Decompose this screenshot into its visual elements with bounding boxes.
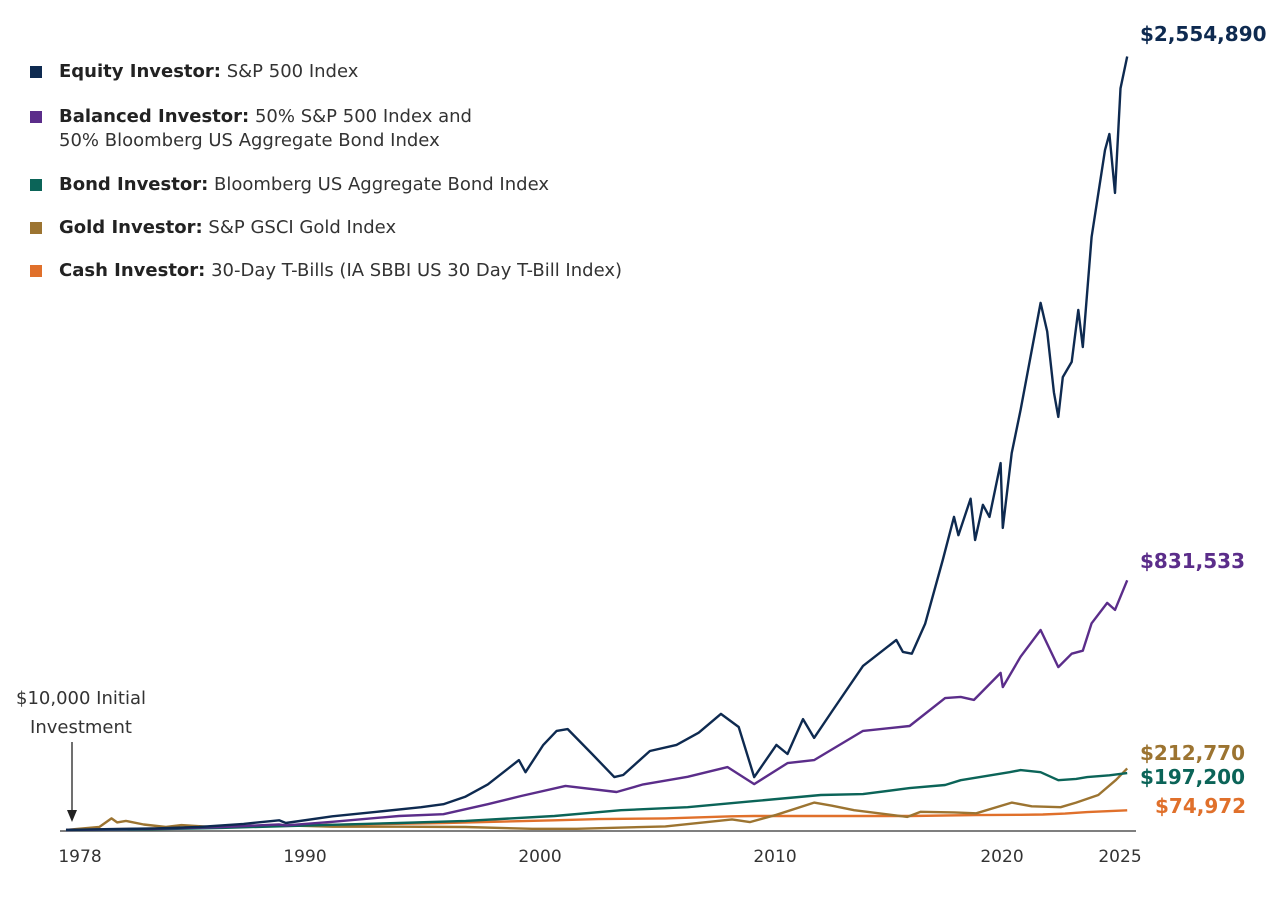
- series-line-gold: [65, 767, 1129, 832]
- legend-desc-line2: 50% Bloomberg US Aggregate Bond Index: [59, 130, 440, 151]
- legend-desc: 50% S&P 500 Index and: [254, 106, 472, 127]
- end-label-bond: $197,200: [1140, 765, 1246, 789]
- legend-swatch-gold: [30, 222, 42, 234]
- series-line-equity: [65, 56, 1129, 832]
- end-label-gold: $212,770: [1140, 741, 1246, 765]
- legend-desc: 30-Day T-Bills (IA SBBI US 30 Day T-Bill…: [211, 260, 622, 281]
- legend-swatch-equity: [30, 66, 42, 78]
- legend-swatch-bond: [30, 179, 42, 191]
- legend-item-cash: Cash Investor: 30-Day T-Bills (IA SBBI U…: [30, 259, 622, 283]
- legend-swatch-cash: [30, 265, 42, 277]
- legend-desc: Bloomberg US Aggregate Bond Index: [214, 174, 549, 195]
- x-tick-label: 2025: [1098, 847, 1142, 867]
- end-label-equity: $2,554,890: [1140, 22, 1267, 46]
- annotation-line2: Investment: [30, 717, 132, 738]
- legend-name: Gold Investor:: [59, 217, 203, 238]
- legend-item-bond: Bond Investor: Bloomberg US Aggregate Bo…: [30, 173, 549, 197]
- annotation-line1: $10,000 Initial: [16, 688, 146, 709]
- legend-name: Balanced Investor:: [59, 106, 250, 127]
- end-label-balanced: $831,533: [1140, 549, 1246, 573]
- series-line-balanced: [65, 579, 1129, 832]
- series-line-bond: [65, 768, 1128, 832]
- legend-item-equity: Equity Investor: S&P 500 Index: [30, 60, 358, 84]
- legend-item-balanced: Balanced Investor: 50% S&P 500 Index and…: [30, 105, 472, 153]
- legend-desc: S&P GSCI Gold Index: [208, 217, 397, 238]
- initial-investment-annotation: $10,000 Initial Investment: [0, 684, 162, 742]
- legend-name: Equity Investor:: [59, 61, 221, 82]
- legend-swatch-balanced: [30, 111, 42, 123]
- x-tick-label: 2020: [980, 847, 1024, 867]
- legend-desc: S&P 500 Index: [226, 61, 359, 82]
- legend-name: Cash Investor:: [59, 260, 206, 281]
- annotation-arrowhead: [67, 810, 77, 822]
- x-tick-label: 1978: [58, 847, 102, 867]
- x-tick-label: 2010: [753, 847, 797, 867]
- x-tick-label: 1990: [283, 847, 327, 867]
- end-label-cash: $74,972: [1155, 794, 1247, 818]
- x-tick-label: 2000: [518, 847, 562, 867]
- legend-item-gold: Gold Investor: S&P GSCI Gold Index: [30, 216, 396, 240]
- legend-name: Bond Investor:: [59, 174, 209, 195]
